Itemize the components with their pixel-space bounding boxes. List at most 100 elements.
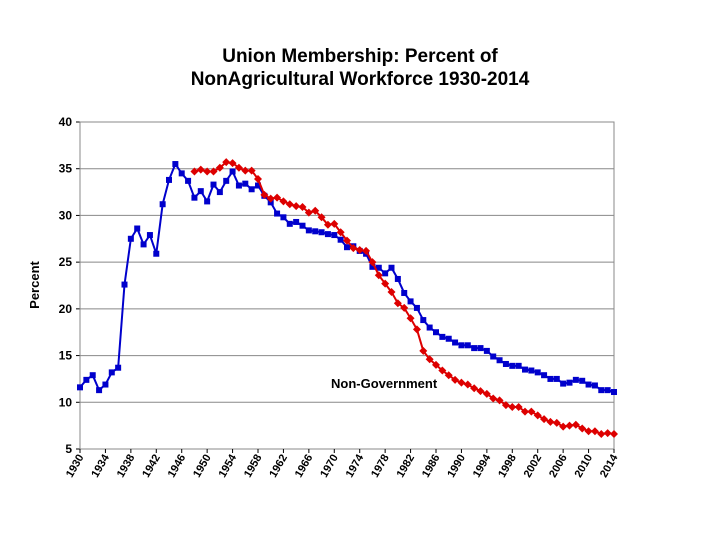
x-tick-label: 1970 <box>318 453 341 480</box>
point <box>502 360 509 367</box>
point <box>533 411 542 420</box>
x-tick-label: 1978 <box>369 453 392 480</box>
point <box>96 387 103 394</box>
point <box>298 203 307 212</box>
point <box>292 202 301 211</box>
x-tick-label: 1958 <box>242 453 265 480</box>
point <box>597 430 606 439</box>
plot-frame <box>79 121 615 450</box>
point <box>247 166 256 175</box>
point <box>579 377 586 384</box>
point <box>127 235 134 242</box>
x-tick-label: 2006 <box>547 453 570 480</box>
point <box>566 379 573 386</box>
point <box>400 303 409 312</box>
point <box>509 362 516 369</box>
point <box>215 163 224 172</box>
point <box>274 210 281 217</box>
point <box>102 381 109 388</box>
point <box>508 402 517 411</box>
y-tick-label: 30 <box>59 208 73 222</box>
point <box>280 214 287 221</box>
point <box>571 420 580 429</box>
point <box>610 430 618 439</box>
point <box>190 167 199 176</box>
point <box>471 345 478 352</box>
x-tick-label: 1934 <box>89 452 112 480</box>
point <box>204 198 211 205</box>
point <box>603 429 612 438</box>
point <box>285 200 294 209</box>
point <box>552 418 561 427</box>
y-tick-label: 10 <box>59 395 73 409</box>
point <box>388 264 395 271</box>
point <box>412 325 421 334</box>
point <box>331 232 338 239</box>
x-tick-label: 1982 <box>395 453 418 480</box>
point <box>344 244 350 251</box>
point <box>166 176 172 183</box>
point <box>191 194 198 201</box>
x-tick-label: 1986 <box>420 453 443 480</box>
point <box>584 427 593 436</box>
point <box>393 299 402 308</box>
point <box>254 174 262 183</box>
point <box>121 281 128 288</box>
point <box>590 427 599 436</box>
point <box>260 190 269 199</box>
point <box>234 163 243 172</box>
point <box>553 375 560 382</box>
x-tick-label: 1994 <box>471 452 494 480</box>
point <box>420 317 427 324</box>
x-tick-label: 1990 <box>445 453 468 480</box>
point <box>279 197 288 206</box>
point <box>514 402 523 411</box>
point <box>178 170 185 177</box>
point <box>591 382 598 389</box>
chart-title-line: Union Membership: Percent of <box>222 46 498 67</box>
point <box>286 220 293 227</box>
point <box>311 206 320 215</box>
point <box>541 372 548 379</box>
point <box>343 236 351 245</box>
point <box>489 394 498 403</box>
point <box>425 355 434 364</box>
point <box>115 364 122 371</box>
point <box>196 165 205 174</box>
point <box>464 342 471 349</box>
point <box>387 288 396 297</box>
point <box>515 362 522 369</box>
point <box>235 182 242 189</box>
point <box>140 241 147 248</box>
point <box>362 246 371 255</box>
point <box>266 194 275 203</box>
point <box>355 245 364 254</box>
point <box>229 168 236 175</box>
point <box>585 381 592 388</box>
x-tick-label: 1966 <box>293 453 316 480</box>
point <box>369 263 376 270</box>
point <box>197 188 204 195</box>
point <box>547 375 554 382</box>
point <box>312 228 319 235</box>
point <box>483 347 490 354</box>
point <box>528 367 535 374</box>
point <box>482 389 491 398</box>
point <box>330 219 339 228</box>
point <box>438 366 447 375</box>
x-tick-label: 1930 <box>64 453 87 480</box>
point <box>337 236 344 243</box>
point <box>248 186 255 193</box>
point <box>210 181 217 188</box>
point <box>501 401 510 410</box>
point <box>522 366 528 373</box>
point <box>458 342 465 349</box>
point <box>305 227 312 234</box>
point <box>153 250 160 257</box>
point <box>604 387 611 394</box>
y-tick-label: 5 <box>65 442 72 456</box>
point <box>452 339 459 346</box>
point <box>203 167 212 176</box>
point <box>463 380 472 389</box>
